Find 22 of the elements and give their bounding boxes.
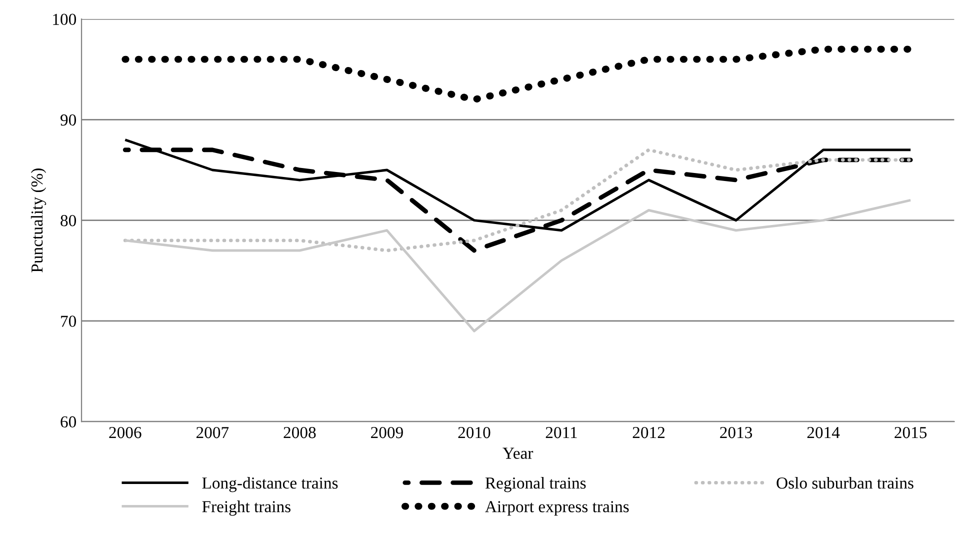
x-tick-label: 2010	[458, 426, 490, 438]
x-axis-title: Year	[502, 448, 534, 459]
legend-label: Long-distance trains	[202, 476, 338, 492]
x-tick-label: 2006	[109, 426, 142, 438]
y-tick-label: 60	[60, 416, 76, 428]
y-tick-label: 90	[60, 114, 76, 126]
x-tick-label: 2013	[720, 426, 752, 438]
legend-label: Airport express trains	[485, 501, 629, 516]
x-tick-label: 2008	[284, 426, 316, 438]
legend-label: Freight trains	[202, 500, 290, 516]
x-tick-label: 2015	[894, 426, 927, 438]
y-axis-title: Punctuality (%)	[30, 168, 46, 272]
x-tick-label: 2011	[546, 426, 577, 438]
x-tick-label: 2014	[807, 426, 840, 438]
x-tick-label: 2012	[632, 426, 665, 438]
y-tick-label: 70	[61, 316, 76, 327]
x-tick-label: 2009	[371, 426, 403, 438]
legend-label: Oslo suburban trains	[776, 476, 914, 489]
legend-label: Regional trains	[485, 476, 586, 492]
y-tick-label: 80	[60, 215, 76, 226]
y-tick-label: 100	[53, 14, 76, 25]
x-tick-label: 2007	[196, 426, 229, 438]
